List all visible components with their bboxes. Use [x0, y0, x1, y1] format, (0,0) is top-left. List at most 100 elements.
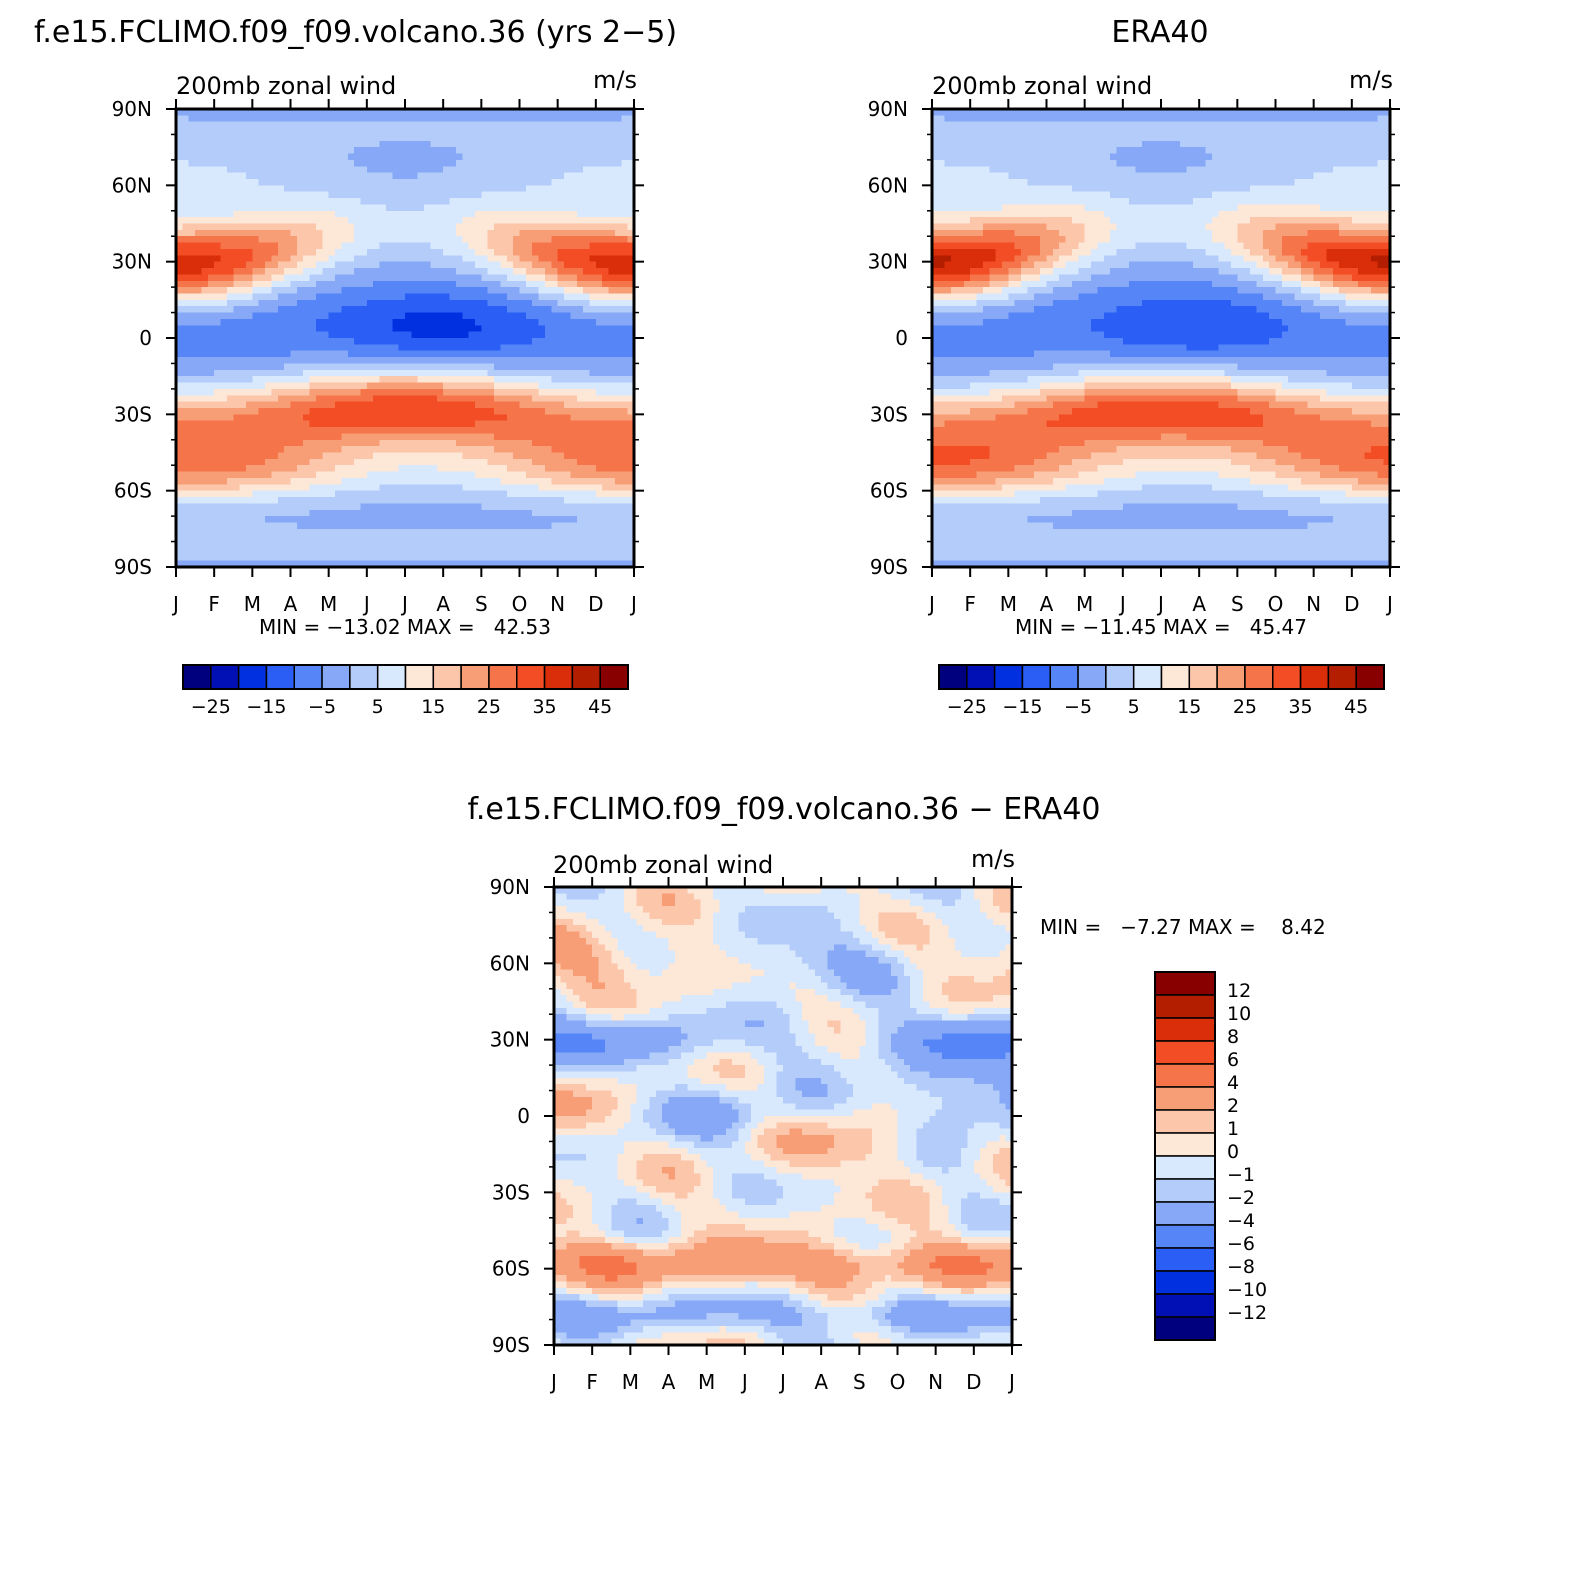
contour-cell [525, 376, 533, 384]
contour-cell [430, 522, 438, 530]
contour-cell [366, 166, 374, 174]
contour-cell [405, 198, 412, 206]
contour-cell [309, 497, 317, 504]
contour-cell [271, 223, 279, 231]
contour-cell [557, 274, 565, 282]
contour-cell [252, 331, 260, 339]
contour-cell [449, 255, 457, 263]
contour-cell [303, 325, 311, 333]
contour-cell [551, 401, 559, 409]
contour-cell [315, 439, 323, 447]
contour-cell [608, 484, 616, 492]
contour-cell [265, 376, 273, 384]
contour-cell [519, 293, 527, 301]
contour-cell [258, 172, 266, 180]
contour-cell [557, 287, 565, 295]
contour-cell [589, 382, 597, 390]
contour-cell [245, 420, 253, 428]
contour-cell [411, 159, 419, 167]
contour-cell [328, 503, 336, 511]
contour-cell [417, 458, 425, 466]
contour-cell [347, 528, 355, 536]
contour-cell [220, 236, 228, 244]
contour-cell [195, 477, 203, 485]
contour-cell [417, 191, 425, 199]
contour-cell [449, 242, 457, 250]
contour-cell [315, 134, 323, 142]
contour-cell [487, 242, 495, 250]
contour-cell [284, 497, 292, 504]
contour-cell [430, 115, 438, 123]
contour-cell [296, 420, 304, 428]
contour-cell [525, 522, 533, 530]
contour-cell [258, 350, 266, 358]
contour-cell [424, 223, 432, 231]
contour-cell [519, 255, 527, 263]
contour-cell [417, 382, 425, 390]
contour-cell [366, 217, 374, 225]
contour-cell [564, 229, 571, 237]
contour-cell [347, 229, 355, 237]
contour-cell [576, 217, 584, 225]
contour-cell [589, 516, 597, 524]
contour-cell [436, 458, 444, 466]
contour-cell [576, 369, 584, 377]
contour-cell [468, 471, 476, 479]
contour-cell [462, 452, 470, 460]
contour-cell [462, 414, 470, 422]
contour-cell [468, 420, 476, 428]
contour-cell [487, 280, 495, 288]
contour-cell [519, 458, 527, 466]
contour-cell [233, 490, 241, 498]
contour-cell [284, 115, 292, 123]
contour-cell [576, 159, 584, 167]
contour-cell [449, 121, 457, 129]
contour-cell [589, 312, 597, 320]
contour-cell [347, 458, 355, 466]
contour-cell [468, 236, 476, 244]
contour-cell [443, 204, 451, 212]
contour-cell [309, 318, 317, 326]
contour-cell [424, 458, 432, 466]
contour-cell [621, 261, 629, 269]
contour-cell [347, 280, 355, 288]
contour-cell [424, 325, 432, 333]
contour-cell [564, 274, 571, 282]
contour-cell [265, 338, 273, 345]
contour-cell [627, 261, 635, 269]
contour-cell [392, 268, 400, 275]
contour-cell [214, 229, 222, 237]
contour-cell [468, 121, 476, 129]
contour-cell [290, 516, 298, 524]
contour-cell [417, 128, 425, 136]
contour-cell [564, 312, 571, 320]
contour-cell [506, 331, 514, 339]
contour-cell [226, 376, 234, 384]
contour-cell [360, 172, 368, 180]
contour-cell [271, 109, 279, 116]
contour-cell [373, 452, 381, 460]
contour-cell [392, 280, 400, 288]
contour-cell [296, 204, 304, 212]
contour-cell [258, 248, 266, 256]
contour-cell [481, 528, 489, 536]
contour-cell [443, 350, 451, 358]
contour-cell [360, 236, 368, 244]
contour-cell [226, 382, 234, 390]
contour-cell [284, 312, 292, 320]
contour-cell [411, 166, 419, 174]
contour-cell [494, 465, 502, 473]
contour-cell [188, 369, 196, 377]
contour-cell [424, 191, 432, 199]
contour-cell [207, 172, 215, 180]
contour-cell [328, 223, 336, 231]
contour-cell [373, 344, 381, 352]
contour-cell [436, 471, 444, 479]
contour-cell [220, 490, 228, 498]
contour-cell [487, 128, 495, 136]
contour-cell [207, 388, 215, 396]
contour-cell [347, 204, 355, 212]
contour-cell [303, 306, 311, 314]
contour-cell [188, 477, 196, 485]
contour-cell [474, 115, 482, 123]
